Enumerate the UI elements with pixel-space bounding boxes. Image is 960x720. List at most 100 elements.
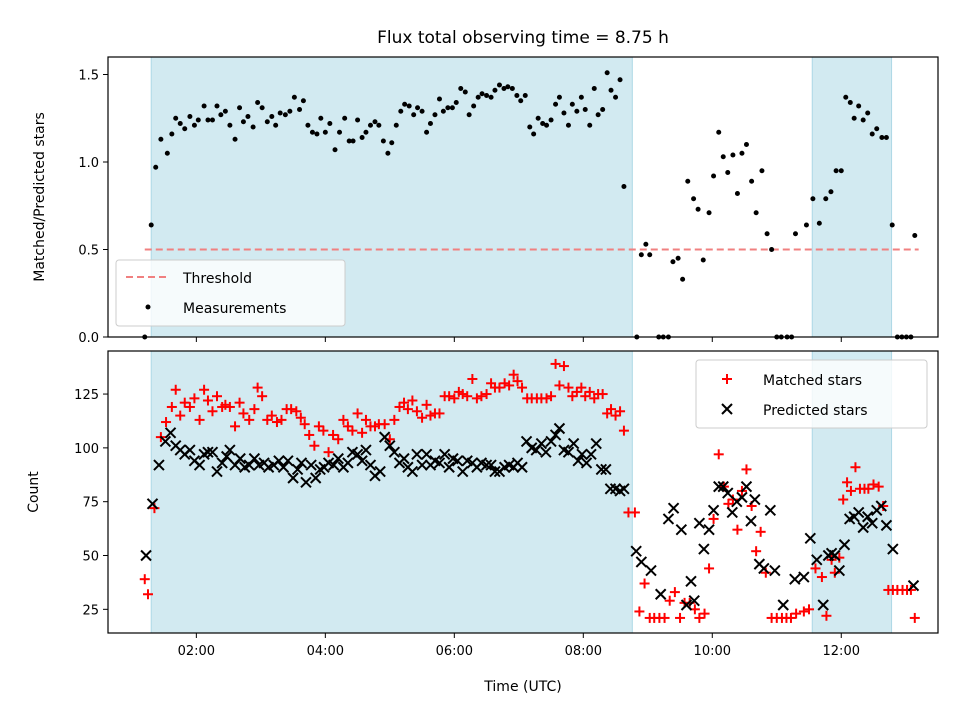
matched-star-point [755, 526, 766, 537]
measurement-point [479, 91, 485, 97]
matched-star-point [785, 612, 796, 623]
matched-star-point [142, 589, 153, 600]
predicted-star-point [456, 465, 469, 478]
matched-star-point [291, 406, 302, 417]
measurement-point [531, 131, 537, 137]
predicted-star-point [667, 502, 680, 514]
measurement-point [424, 129, 430, 135]
predicted-star-point [764, 504, 777, 517]
predicted-star-point [567, 437, 580, 450]
matched-star-point [634, 606, 645, 617]
matched-star-point [244, 414, 255, 425]
bottom-axes-frame [107, 350, 939, 634]
matched-star-point [323, 447, 334, 458]
bottom-x-ticks: 02:00 04:00 06:00 08:00 10:00 12:00 [178, 633, 860, 659]
matched-star-point [184, 401, 195, 412]
measurement-point [706, 210, 712, 216]
measurement-point [158, 136, 164, 142]
predicted-star-point [451, 455, 464, 467]
predicted-star-point [604, 483, 617, 495]
measurement-point [411, 112, 417, 118]
measurement-point [847, 100, 853, 105]
predicted-star-point [635, 556, 648, 568]
predicted-star-point [485, 459, 497, 471]
measurement-point [574, 108, 580, 114]
measurement-point [889, 222, 895, 228]
predicted-star-point [875, 500, 887, 512]
top-legend-box [115, 259, 346, 327]
measurement-point [496, 82, 502, 88]
matched-star-point [360, 414, 371, 425]
measurement-point [182, 126, 188, 132]
matched-star-point [220, 399, 231, 410]
predicted-star-point [713, 480, 725, 493]
matched-star-point [694, 612, 705, 623]
x-tick-label: 08:00 [565, 644, 602, 659]
matched-star-point [434, 408, 445, 419]
predicted-star-point [857, 521, 869, 534]
measurement-point [492, 87, 498, 93]
measurement-point [792, 231, 798, 237]
measurement-point [734, 191, 740, 196]
measurement-point [621, 184, 627, 189]
bottom-y-ticks: 25 50 75 100 125 [74, 388, 108, 618]
measurement-point [245, 114, 251, 119]
predicted-star-point [880, 519, 893, 532]
measurement-point [553, 101, 559, 107]
matched-star-point [546, 391, 557, 402]
measurement-point [255, 100, 261, 105]
predicted-star-point [140, 549, 152, 562]
predicted-star-point [833, 564, 846, 577]
matched-star-point [449, 393, 460, 404]
predicted-star-point [852, 506, 865, 519]
measurement-point [191, 122, 197, 128]
matched-star-point [444, 391, 455, 402]
predicted-star-point [295, 457, 308, 469]
matched-star-point [328, 429, 339, 440]
predicted-star-point [726, 506, 738, 519]
predicted-star-point [234, 452, 246, 465]
measurement-point [691, 196, 697, 202]
predicted-star-point [443, 461, 455, 473]
x-tick-label: 04:00 [307, 644, 344, 659]
matched-star-point [299, 419, 310, 430]
measurement-point [222, 108, 228, 114]
measurement-point [527, 124, 533, 130]
predicted-star-point [777, 599, 789, 611]
matched-star-point [791, 608, 802, 619]
measurement-point [300, 98, 306, 104]
measurement-point [291, 94, 297, 100]
predicted-star-point [282, 455, 294, 467]
matched-star-point [659, 612, 670, 623]
measurement-point [259, 105, 265, 111]
measurement-point [685, 178, 691, 184]
measurement-point [214, 103, 220, 109]
matched-star-point [161, 417, 172, 428]
matched-star-point [338, 414, 349, 425]
measurement-point [828, 189, 834, 195]
matched-star-point [816, 572, 827, 583]
matched-star-point [751, 546, 762, 557]
predicted-star-point [600, 463, 612, 476]
predicted-star-point [590, 437, 602, 450]
measurement-point [380, 138, 386, 144]
measurement-point [475, 94, 481, 100]
matched-star-point [669, 587, 680, 598]
measurement-point [148, 222, 154, 228]
predicted-star-point [585, 448, 597, 461]
predicted-star-point [907, 579, 920, 592]
predicted-legend-label: Predicted stars [763, 403, 868, 419]
predicted-star-point [662, 513, 675, 525]
matched-star-point [295, 412, 306, 423]
predicted-star-point [416, 459, 428, 471]
predicted-star-point [216, 457, 228, 469]
measurement-point [522, 93, 528, 98]
matched-star-point [905, 584, 916, 595]
matched-star-point [224, 401, 235, 412]
measurement-point [647, 252, 653, 258]
predicted-star-point [374, 465, 386, 478]
matched-star-point [179, 397, 190, 408]
y-tick-label: 50 [82, 550, 99, 565]
matched-star-point [541, 393, 552, 404]
matched-star-point [481, 389, 492, 400]
